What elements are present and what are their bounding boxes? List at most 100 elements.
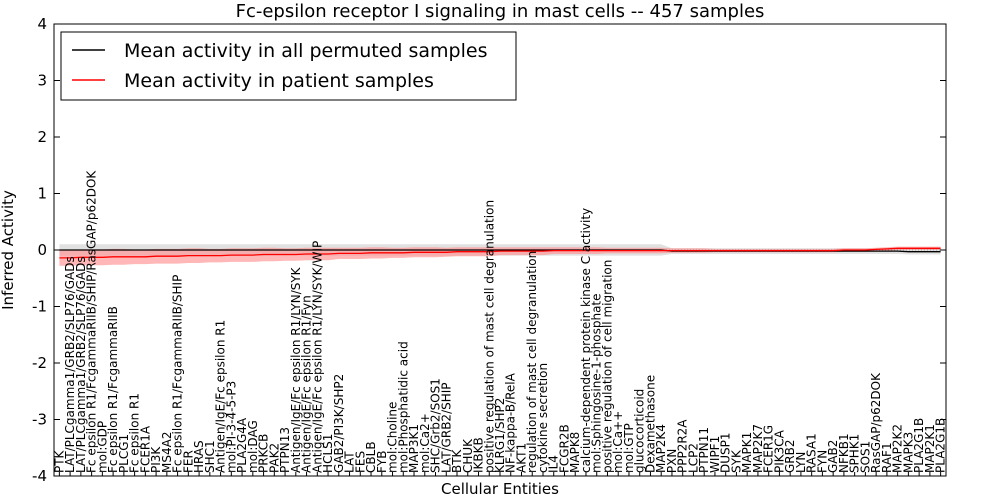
x-entity-label: mol:Ca++ bbox=[611, 411, 625, 473]
x-entity-label: LYN bbox=[794, 452, 808, 473]
x-entity-label: FYB bbox=[375, 451, 389, 473]
x-entity-label: RAF1 bbox=[880, 442, 894, 473]
x-axis-title: Cellular Entities bbox=[441, 480, 559, 498]
y-axis-title: Inferred Activity bbox=[0, 190, 17, 310]
y-tick-label: 1 bbox=[37, 185, 47, 203]
x-entity-label: KLRG1/SHP2 bbox=[493, 398, 507, 473]
legend-label-patient: Mean activity in patient samples bbox=[124, 70, 434, 92]
x-entity-label: MAP2K1 bbox=[923, 424, 937, 473]
x-entity-label: PRKCB bbox=[257, 434, 271, 473]
y-tick-label: -2 bbox=[32, 354, 47, 372]
x-entity-label: regulation of mast cell degranulation bbox=[525, 251, 539, 473]
series-line-patient bbox=[59, 247, 941, 259]
x-entity-label: MAPK1 bbox=[740, 432, 754, 473]
x-entity-label: LAT/PLCgamma1/GRB2/SLP76/GADs bbox=[74, 256, 88, 473]
x-entity-label: mol:PI-3-4-5-P3 bbox=[224, 381, 238, 473]
x-entity-label: AKT1 bbox=[515, 443, 529, 473]
x-axis-entity-labels: PTKLAT/PLCgamma1/GRB2/SLP76/GADsLAT/PLCg… bbox=[52, 170, 948, 476]
x-entity-label: FCER1G bbox=[762, 425, 776, 473]
y-tick-label: -1 bbox=[32, 298, 47, 316]
x-entity-label: RASA1 bbox=[805, 433, 819, 473]
x-entity-label: Fc epsilon R1/FcgammaRIIB/SHIP bbox=[171, 275, 185, 473]
x-entity-label: mol:Phosphatidic acid bbox=[396, 341, 410, 473]
x-entity-label: IKBKB bbox=[472, 437, 486, 473]
x-entity-label: GRB2 bbox=[783, 440, 797, 474]
x-entity-label: WIPF1 bbox=[708, 436, 722, 473]
x-entity-label: Antigen/IgE/Fc epsilon R1/LYN/SYK/WIP bbox=[310, 241, 324, 473]
x-entity-label: Fc epsilon R1 bbox=[128, 393, 142, 473]
x-entity-label: PPP2R2A bbox=[676, 419, 690, 473]
x-entity-label: GAB2 bbox=[826, 440, 840, 473]
x-entity-label: MAPK8 bbox=[568, 432, 582, 473]
legend: Mean activity in all permuted samples Me… bbox=[60, 31, 517, 101]
y-tick-label: -3 bbox=[32, 411, 47, 429]
y-axis-ticks: -4 -3 -2 -1 0 1 2 3 4 bbox=[32, 15, 946, 485]
x-entity-label: MAP3K1 bbox=[407, 424, 421, 473]
series-lines bbox=[59, 247, 941, 259]
x-entity-label: glucocorticoid bbox=[633, 389, 647, 473]
x-entity-label: LAT/GRB2/SHIP bbox=[439, 382, 453, 473]
x-entity-label: IL4 bbox=[547, 455, 561, 473]
x-entity-label: LAT/PLCgamma1/GRB2/SLP76/GADs bbox=[63, 256, 77, 473]
x-entity-label: Antigen/IgE/Fc epsilon R1 bbox=[214, 320, 228, 473]
x-entity-label: PLA2G1B bbox=[934, 418, 948, 473]
x-entity-label: SOS1 bbox=[858, 441, 872, 473]
x-entity-label: mol:GDP bbox=[95, 421, 109, 473]
x-entity-label: FES bbox=[353, 451, 367, 473]
x-entity-label: Fc epsilon R1/FcgammaRIIB/SHIP/RasGAP/p6… bbox=[85, 170, 99, 473]
x-entity-label: Antigen/IgE/Fc epsilon R1/Fyn bbox=[300, 295, 314, 473]
x-entity-label: CBLB bbox=[364, 441, 378, 473]
x-entity-label: PXN bbox=[665, 449, 679, 473]
x-entity-label: HCLS1 bbox=[321, 434, 335, 473]
x-entity-label: LAT bbox=[343, 451, 357, 473]
x-entity-label: PTK bbox=[52, 449, 66, 473]
x-entity-label: mol:Sphingosine-1-phosphate bbox=[590, 293, 604, 473]
x-entity-label: mol:GTP bbox=[622, 423, 636, 473]
x-entity-label: mol:DAG bbox=[246, 420, 260, 473]
x-entity-label: FCGR2B bbox=[558, 424, 572, 473]
x-entity-label: cytokine secretion bbox=[536, 363, 550, 473]
legend-box bbox=[60, 31, 517, 101]
x-entity-label: MAP2K4 bbox=[654, 424, 668, 473]
x-entity-label: PIK3CA bbox=[772, 429, 786, 473]
y-tick-label: -4 bbox=[32, 467, 47, 485]
x-entity-label: DUSP1 bbox=[719, 432, 733, 473]
y-tick-label: 3 bbox=[37, 72, 47, 90]
x-entity-label: PI3K bbox=[149, 446, 163, 473]
x-entity-label: FYN bbox=[815, 450, 829, 473]
x-entity-label: positive regulation of mast cell degranu… bbox=[482, 200, 496, 473]
x-entity-label: GAB2/PI3K/SHP2 bbox=[332, 374, 346, 473]
x-entity-label: Dexamethasone bbox=[644, 375, 658, 473]
x-entity-label: BTK bbox=[450, 448, 464, 473]
x-entity-label: MAP2K7 bbox=[751, 424, 765, 473]
x-entity-label: MAPK3 bbox=[901, 432, 915, 473]
x-entity-label: HRAS bbox=[192, 440, 206, 473]
x-entity-label: SPHK1 bbox=[848, 434, 862, 473]
x-entity-label: PTPN11 bbox=[697, 427, 711, 473]
x-entity-label: Fc epsilon R1/FcgammaRIIB bbox=[106, 306, 120, 473]
x-entity-label: MAP2K2 bbox=[891, 424, 905, 473]
x-entity-label: RasGAP/p62DOK bbox=[869, 372, 883, 473]
x-entity-label: NFKB1 bbox=[837, 433, 851, 473]
plot-frame bbox=[53, 23, 947, 477]
x-entity-label: mol:Ca2+ bbox=[418, 413, 432, 473]
x-entity-label: calcium-dependent protein kinase C activ… bbox=[579, 208, 593, 473]
x-entity-label: PLCG1 bbox=[117, 434, 131, 473]
x-entity-label: positive regulation of cell migration bbox=[601, 260, 615, 473]
x-entity-label: SHC1 bbox=[203, 440, 217, 473]
x-entity-label: PAK2 bbox=[267, 443, 281, 473]
x-entity-label: FER bbox=[181, 450, 195, 473]
legend-label-permuted: Mean activity in all permuted samples bbox=[124, 40, 487, 62]
x-entity-label: LCP2 bbox=[686, 443, 700, 473]
y-tick-label: 4 bbox=[37, 15, 47, 33]
y-tick-label: 0 bbox=[37, 241, 47, 259]
x-entity-label: NF-kappa-B/RelA bbox=[504, 372, 518, 473]
x-entity-label: FCER1A bbox=[138, 425, 152, 473]
x-entity-label: CHUK bbox=[461, 438, 475, 473]
x-entity-label: mol:Choline bbox=[386, 402, 400, 473]
x-entity-label: SHC/Grb2/SOS1 bbox=[429, 378, 443, 473]
x-entity-label: PTPN13 bbox=[278, 427, 292, 473]
y-tick-label: 2 bbox=[37, 128, 47, 146]
chart-title: Fc-epsilon receptor I signaling in mast … bbox=[236, 1, 765, 22]
